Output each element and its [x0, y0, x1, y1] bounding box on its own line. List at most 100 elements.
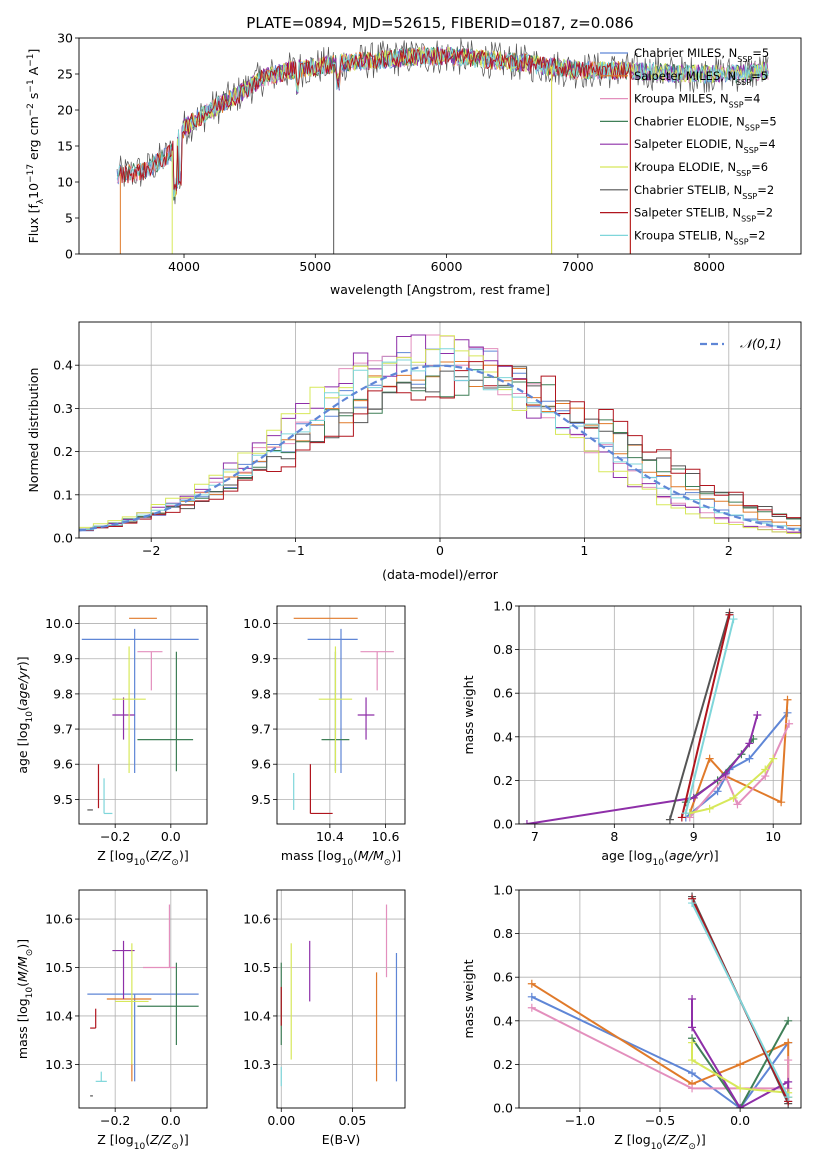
y-axis-label: mass [log10(M/M⊙)] [15, 939, 35, 1059]
x-tick-label: 7000 [562, 259, 594, 274]
plot-area [87, 904, 199, 1097]
x-tick-label: 0.0 [730, 1113, 750, 1128]
x-tick-label: −1 [286, 543, 304, 558]
y-tick-label: 0.0 [53, 531, 73, 546]
weight-marker [681, 809, 690, 818]
weight-marker [677, 813, 686, 822]
weight-marker [688, 1023, 697, 1032]
y-tick-label: 0.4 [493, 1013, 513, 1028]
y-tick-label: 10.0 [45, 616, 73, 631]
legend-label: 𝒩(0,1) [740, 336, 782, 351]
axes-frame [518, 605, 802, 825]
age-vs-metallicity-plot: −0.2 0.0 9.5 9.6 9.7 9.8 9.9 10.0 Z [log10(Z/Z⊙)… [15, 605, 208, 868]
plot-area [81, 617, 199, 815]
y-tick-label: 9.6 [53, 757, 73, 772]
weight-series-line [691, 1020, 790, 1108]
legend-label: Kroupa ELODIE, NSSP=6 [634, 160, 768, 178]
plot-area [527, 892, 793, 1108]
weight-marker [688, 1038, 697, 1047]
y-tick-label: 30 [57, 31, 73, 46]
weight-marker [785, 719, 794, 728]
plot-area [293, 617, 394, 815]
weight-marker [784, 1093, 793, 1102]
x-tick-label: 4000 [168, 259, 200, 274]
weight-marker [729, 615, 738, 624]
x-axis-label: wavelength [Angstrom, rest frame] [330, 282, 550, 297]
weight-marker [713, 787, 722, 796]
y-axis-label: age [log10(age/yr)] [15, 656, 35, 773]
weight-series-line [691, 902, 790, 1098]
x-tick-label: −2 [142, 543, 160, 558]
x-tick-label: 9 [690, 829, 698, 844]
legend-label: Kroupa MILES, NSSP=4 [634, 92, 760, 110]
x-tick-label: 5000 [299, 259, 331, 274]
y-tick-label: 9.8 [251, 686, 271, 701]
weight-marker [705, 754, 714, 763]
x-tick-label: −0.5 [645, 1113, 675, 1128]
residual-histogram-plot: −2 −1 0 1 2 0.0 0.1 0.2 0.3 0.4 (data-model)/error… [26, 321, 802, 582]
spectrum-legend: Chabrier MILES, NSSP=5 Salpeter MILES, NS… [600, 46, 777, 246]
weight-marker [688, 995, 697, 1003]
legend-label: Chabrier MILES, NSSP=5 [634, 46, 769, 64]
weight-series-line [526, 714, 759, 824]
weight-series-line [691, 999, 790, 1108]
y-tick-label: 9.7 [53, 722, 73, 737]
legend-label: Chabrier ELODIE, NSSP=5 [634, 114, 777, 131]
weight-marker [721, 769, 730, 778]
weight-marker [784, 1056, 793, 1065]
weight-marker [522, 820, 531, 824]
weight-marker [784, 1038, 793, 1047]
x-tick-label: 8 [610, 829, 618, 844]
y-tick-label: 9.5 [251, 792, 271, 807]
y-tick-label: 5 [65, 211, 73, 226]
x-axis-label: E(B-V) [322, 1132, 361, 1147]
y-tick-label: 1.0 [493, 883, 513, 898]
x-tick-label: 1 [580, 543, 588, 558]
weight-marker [733, 800, 742, 809]
weight-marker [527, 1003, 536, 1012]
axes-frame [276, 605, 406, 825]
weight-marker [784, 1016, 793, 1025]
axes-frame [78, 321, 802, 539]
x-axis-label: Z [log10(Z/Z⊙)] [97, 1132, 188, 1152]
y-tick-label: 25 [57, 67, 73, 82]
y-tick-label: 0.6 [493, 970, 513, 985]
weight-marker [689, 793, 698, 802]
chart-title: PLATE=0894, MJD=52615, FIBERID=0187, z=0… [246, 14, 633, 32]
y-axis-label: mass weight [461, 675, 476, 754]
spectrum-series-line [119, 46, 633, 191]
y-axis-label: Normed distribution [26, 368, 41, 493]
y-tick-label: 10.5 [45, 960, 73, 975]
x-tick-label: 7 [531, 829, 539, 844]
weight-marker [736, 1060, 745, 1069]
mass-vs-ebv-plot: 0.00 0.05 10.3 10.4 10.5 10.6 E(B-V) [243, 889, 406, 1147]
axes-frame [78, 889, 208, 1109]
weight-series-line [684, 618, 735, 814]
y-tick-label: 10.3 [243, 1057, 271, 1072]
y-tick-label: 0.2 [493, 1057, 513, 1072]
weight-vs-metallicity-plot: −1.0 −0.5 0.0 0.0 0.2 0.4 0.6 0.8 1.0 Z [log10(Z/… [461, 883, 802, 1152]
x-axis-label: Z [log10(Z/Z⊙)] [614, 1132, 705, 1152]
weight-vs-age-plot: 7 8 9 10 0.0 0.2 0.4 0.6 0.8 1.0 age [log10(age/yr… [461, 599, 802, 868]
x-tick-label: 10.6 [372, 829, 400, 844]
histogram-series [79, 361, 801, 533]
y-tick-label: 10.5 [243, 960, 271, 975]
weight-marker [705, 804, 714, 813]
x-tick-label: 10 [765, 829, 781, 844]
x-tick-label: 0.00 [267, 1113, 295, 1128]
mass-vs-metallicity-plot: −0.2 0.0 10.3 10.4 10.5 10.6 Z [log10(Z/Z⊙)] ma… [15, 889, 208, 1152]
weight-marker [761, 765, 770, 774]
histogram-series [79, 348, 801, 532]
legend-label: Salpeter MILES, NSSP=5 [634, 69, 768, 87]
x-tick-label: 8000 [693, 259, 725, 274]
weight-series-line [668, 612, 731, 820]
weight-marker [688, 1056, 697, 1065]
x-tick-label: 10.4 [316, 829, 344, 844]
y-tick-label: 9.5 [53, 792, 73, 807]
y-tick-label: 1.0 [493, 599, 513, 614]
y-tick-label: 10.4 [243, 1008, 271, 1023]
plot-area [280, 904, 398, 1087]
x-tick-label: 0.0 [161, 1113, 181, 1128]
weight-marker [688, 1069, 697, 1078]
weight-marker [745, 739, 754, 748]
